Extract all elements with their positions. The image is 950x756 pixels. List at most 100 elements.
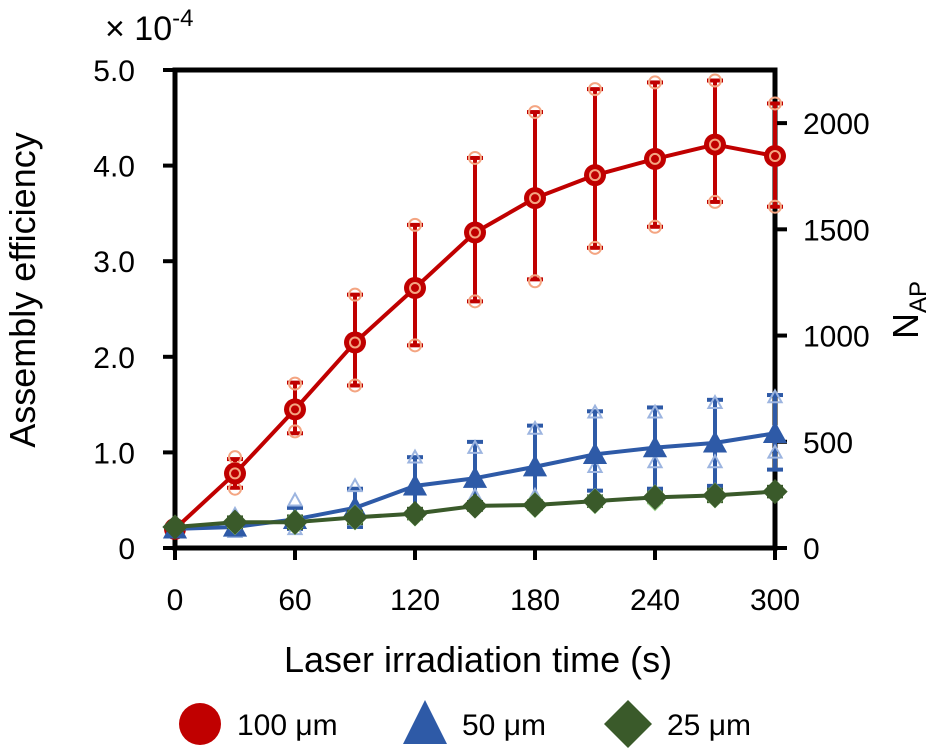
- x-tick-label: 0: [167, 584, 184, 617]
- sample-point: [648, 75, 662, 90]
- series-group: [162, 73, 788, 540]
- data-point: [344, 331, 366, 354]
- sample-point: [588, 240, 602, 255]
- legend-marker-25um: [604, 700, 652, 748]
- y2-axis-title: NAP: [885, 281, 932, 339]
- y2-axis-title-sub: AP: [905, 281, 932, 313]
- legend-label-25um: 25 μm: [667, 709, 751, 742]
- data-point: [524, 187, 546, 210]
- data-point: [462, 493, 488, 519]
- data-point: [762, 478, 788, 505]
- sample-point: [408, 338, 422, 353]
- y2-tick-label: 1500: [803, 214, 870, 247]
- y-tick-label: 0: [118, 533, 135, 566]
- legend-label-100um: 100 μm: [237, 709, 338, 742]
- data-point-inner: [529, 192, 541, 205]
- sample-point: [348, 287, 362, 302]
- sample-point: [766, 388, 784, 404]
- sample-point: [768, 96, 782, 111]
- multiplier-base: × 10: [105, 10, 172, 48]
- sample-point: [468, 150, 482, 165]
- data-point: [582, 488, 608, 514]
- data-point-inner: [589, 169, 601, 182]
- sample-point: [708, 73, 722, 88]
- x-tick-label: 300: [750, 584, 800, 617]
- sample-point: [646, 403, 664, 419]
- x-tick-label: 60: [278, 584, 311, 617]
- data-point: [404, 276, 426, 299]
- multiplier-exponent: -4: [172, 5, 193, 32]
- data-point: [464, 221, 486, 244]
- sample-point: [526, 419, 544, 435]
- sample-point: [586, 403, 604, 419]
- sample-point: [648, 219, 662, 234]
- legend-marker-100um: [179, 703, 221, 745]
- y2-axis-title-main: N: [885, 313, 926, 339]
- data-point-inner: [229, 467, 241, 480]
- sample-point: [406, 448, 424, 464]
- data-point: [704, 133, 726, 156]
- data-point: [762, 421, 788, 443]
- y-tick-label: 3.0: [93, 246, 135, 279]
- legend-marker-50um: [403, 700, 447, 744]
- data-point: [224, 462, 246, 485]
- data-point-inner: [409, 281, 421, 294]
- data-point: [702, 482, 728, 509]
- data-point: [284, 398, 306, 421]
- sample-point: [286, 491, 304, 507]
- data-point-inner: [649, 152, 661, 165]
- y-axis-title: Assembly efficiency: [2, 132, 43, 447]
- legend-label-50um: 50 μm: [462, 709, 546, 742]
- sample-point: [528, 105, 542, 120]
- data-point: [642, 484, 668, 510]
- data-point: [644, 147, 666, 170]
- y2-tick-label: 500: [803, 427, 853, 460]
- data-point: [522, 492, 548, 518]
- data-point: [522, 454, 548, 477]
- sample-point: [466, 438, 484, 454]
- data-point: [402, 473, 428, 496]
- sample-point: [288, 376, 302, 391]
- data-point: [402, 500, 428, 527]
- data-point: [162, 514, 188, 540]
- data-point: [222, 509, 248, 535]
- y-axis-multiplier: × 10-4: [105, 5, 193, 48]
- data-point: [342, 504, 368, 531]
- data-point: [584, 164, 606, 187]
- sample-point: [288, 424, 302, 439]
- sample-point: [408, 217, 422, 232]
- plot-frame: [172, 67, 778, 551]
- sample-point: [346, 477, 364, 493]
- x-tick-label: 240: [630, 584, 680, 617]
- y-tick-label: 2.0: [93, 342, 135, 375]
- y-tick-label: 5.0: [93, 55, 135, 88]
- data-point: [642, 435, 668, 458]
- y2-tick-label: 1000: [803, 321, 870, 354]
- sample-point: [468, 294, 482, 309]
- y-tick-label: 1.0: [93, 437, 135, 470]
- sample-point: [586, 458, 604, 474]
- data-point-inner: [709, 138, 721, 151]
- data-point: [582, 442, 608, 464]
- axis-ticks: 0 60 120 180 240 30001.02.03.04.05.0050010001…: [93, 55, 869, 617]
- data-point-inner: [469, 226, 481, 239]
- x-tick-label: 120: [390, 584, 440, 617]
- data-point: [702, 430, 728, 453]
- data-point-inner: [289, 403, 301, 416]
- sample-point: [768, 199, 782, 214]
- sample-point: [706, 394, 724, 409]
- x-tick-label: 180: [510, 584, 560, 617]
- sample-point: [348, 378, 362, 393]
- sample-point: [646, 453, 664, 469]
- x-axis-title: Laser irradiation time (s): [284, 639, 672, 680]
- data-point: [282, 509, 308, 535]
- data-point: [764, 145, 786, 168]
- sample-point: [588, 82, 602, 97]
- series-diamond: [162, 478, 788, 540]
- legend: 100 μm 50 μm 25 μm: [179, 700, 751, 748]
- data-point: [462, 466, 488, 488]
- data-point-inner: [349, 336, 361, 349]
- sample-point: [708, 194, 722, 209]
- series-circle: [164, 73, 786, 540]
